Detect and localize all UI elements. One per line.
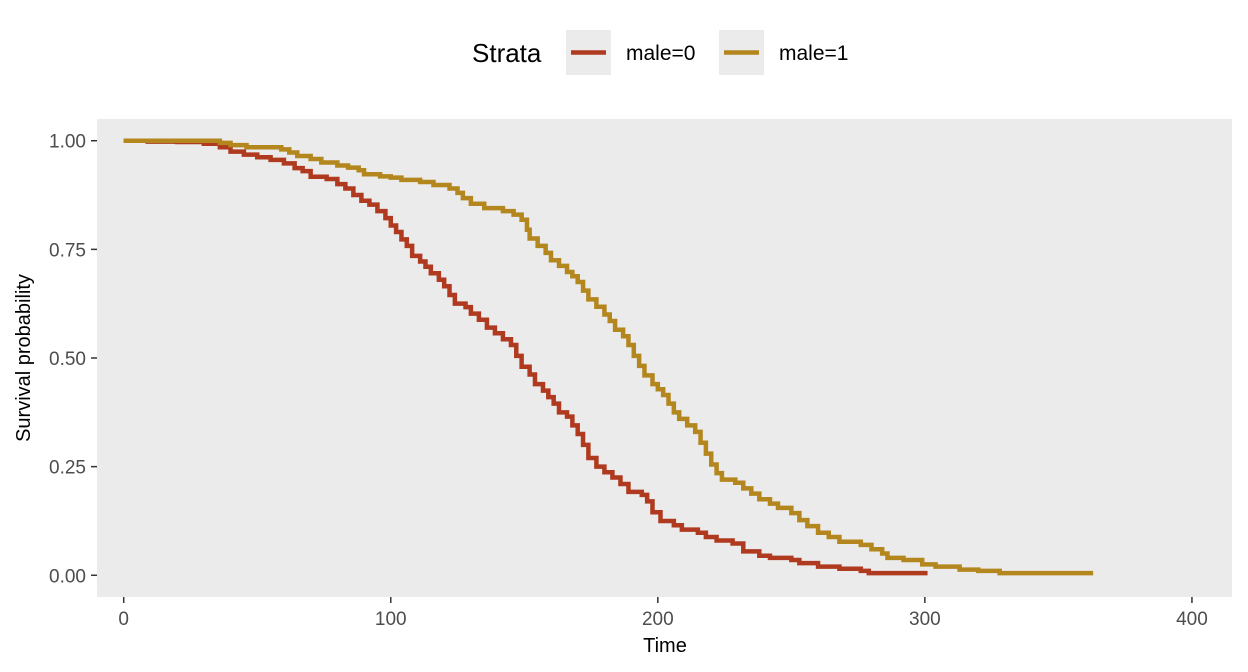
series-line-1: [123, 138, 928, 576]
legend-items: male=0 male=1: [566, 30, 848, 75]
x-tick-label-3: 300: [909, 609, 941, 630]
y-axis-title: Survival probability: [13, 274, 35, 442]
series-layer: [123, 138, 1094, 576]
y-tick-label-4: 1.00: [49, 132, 86, 153]
x-tick-label-4: 400: [1176, 609, 1208, 630]
y-tick-label-2: 0.50: [49, 349, 86, 370]
y-tick-label-3: 0.75: [49, 240, 86, 261]
x-tick-label-0: 0: [118, 609, 129, 630]
x-axis: 0 100 200 300 400: [118, 597, 1208, 630]
x-tick-label-2: 200: [642, 609, 674, 630]
legend-title: Strata: [472, 38, 542, 68]
plot-panel: [97, 119, 1232, 597]
x-tick-label-1: 100: [375, 609, 407, 630]
y-tick-label-0: 0.00: [49, 566, 86, 587]
series-line-2: [123, 138, 1094, 576]
legend: Strata male=0 male=1: [472, 30, 848, 75]
legend-label-1: male=0: [626, 42, 695, 65]
legend-label-2: male=1: [779, 42, 848, 65]
y-tick-label-1: 0.25: [49, 458, 86, 479]
y-axis: 0.00 0.25 0.50 0.75 1.00: [49, 132, 97, 587]
x-axis-title: Time: [643, 635, 687, 657]
